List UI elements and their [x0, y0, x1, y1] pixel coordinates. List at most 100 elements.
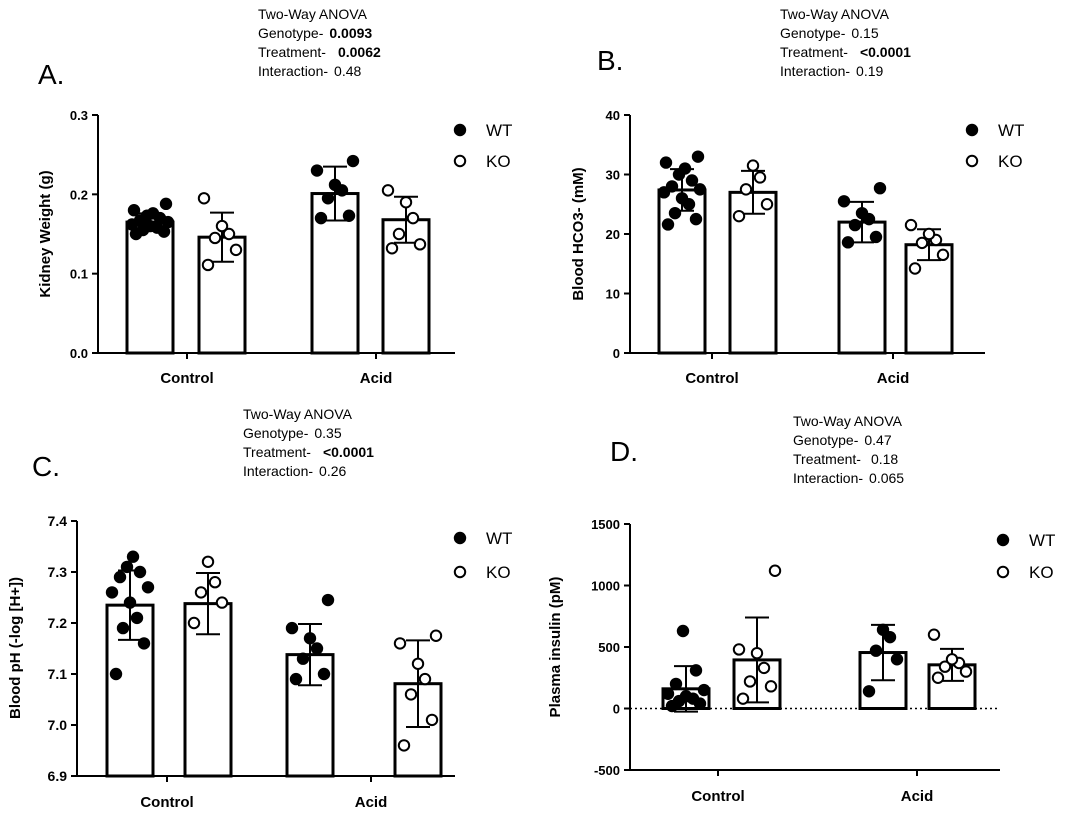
data-point-wt [289, 672, 303, 686]
data-point-wt [685, 174, 699, 187]
data-point-wt [693, 183, 707, 196]
data-point-wt [841, 236, 855, 249]
data-point-wt [146, 207, 160, 220]
anova-title: Two-Way ANOVA [258, 6, 367, 22]
data-point-ko [393, 637, 407, 650]
anova-row-treatment: Treatment- 0.18 [793, 451, 899, 467]
y-tick-label: 1500 [591, 517, 620, 532]
data-point-wt [691, 150, 705, 163]
y-axis-label: Blood HCO3- (mM) [570, 167, 587, 300]
data-point-wt [328, 178, 342, 192]
data-point-wt [303, 632, 317, 645]
data-point-wt [669, 677, 683, 691]
data-point-ko [736, 692, 750, 705]
data-point-wt [105, 586, 119, 599]
data-point-wt [665, 180, 679, 193]
anova-row-genotype: Genotype- 0.47 [793, 432, 892, 448]
data-point-wt [855, 206, 869, 220]
anova-title: Two-Way ANOVA [793, 413, 902, 429]
y-tick-label: 7.1 [48, 666, 68, 682]
data-point-ko [418, 672, 432, 686]
data-point-wt [130, 611, 144, 625]
data-point-ko [732, 643, 746, 656]
anova-box-a: Two-Way ANOVA Genotype- 0.0093 Treatment-… [258, 5, 381, 81]
legend-marker-wt [965, 123, 979, 137]
anova-row-interaction: Interaction- 0.19 [780, 63, 884, 79]
panel-label-c: C. [32, 451, 60, 482]
x-tick-label: Control [160, 370, 213, 387]
y-tick-label: 7.3 [48, 564, 68, 580]
data-point-wt [883, 630, 897, 644]
data-point-wt [661, 218, 675, 231]
y-tick-label: 0.2 [70, 187, 88, 202]
data-point-wt [668, 206, 682, 220]
data-point-wt [133, 565, 147, 579]
anova-row-treatment: Treatment- <0.0001 [780, 44, 911, 60]
data-point-wt [657, 186, 671, 199]
bar-wt-control [125, 220, 175, 355]
data-point-wt [123, 596, 137, 609]
legend-marker-wt [453, 531, 467, 545]
y-axis-label: Blood pH (-log [H+]) [7, 577, 24, 719]
data-point-wt [678, 162, 692, 175]
data-point-ko [750, 646, 764, 660]
legend-label-wt: WT [486, 529, 512, 548]
legend-label-wt: WT [1029, 531, 1055, 550]
data-point-wt [310, 642, 324, 655]
x-tick-label: Acid [877, 370, 910, 387]
anova-title: Two-Way ANOVA [243, 406, 352, 422]
legend-marker-ko [453, 154, 467, 168]
data-point-wt [689, 664, 703, 677]
data-point-wt [137, 637, 151, 650]
data-point-wt [676, 624, 690, 638]
data-point-wt [126, 550, 140, 563]
x-tick-label: Acid [360, 370, 393, 387]
data-point-ko [381, 184, 395, 197]
data-point-wt [143, 219, 157, 233]
x-tick-label: Control [140, 794, 193, 811]
anova-row-genotype: Genotype- 0.0093 [258, 25, 373, 41]
data-point-ko [399, 196, 413, 209]
data-point-ko [201, 258, 215, 272]
data-point-ko [215, 596, 229, 609]
data-point-ko [392, 227, 406, 241]
data-point-ko [385, 242, 399, 255]
panel-label-d: D. [610, 436, 638, 467]
data-point-ko [222, 227, 236, 241]
data-point-wt [890, 653, 904, 666]
anova-box-b: Two-Way ANOVA Genotype- 0.15 Treatment- <0… [780, 5, 911, 81]
data-point-wt [141, 581, 155, 594]
data-point-ko [411, 657, 425, 670]
y-tick-label: -500 [594, 763, 620, 778]
data-point-ko [215, 219, 229, 233]
data-point-wt [317, 667, 331, 681]
data-point-ko [760, 198, 774, 211]
data-point-ko [915, 236, 929, 250]
data-point-wt [675, 192, 689, 205]
data-point-ko [931, 671, 945, 684]
data-point-ko [404, 688, 418, 701]
anova-row-genotype: Genotype- 0.35 [243, 425, 342, 441]
panel-label-a: A. [38, 59, 65, 90]
x-tick-label: Acid [901, 788, 934, 805]
legend-label-ko: KO [486, 563, 511, 582]
data-point-wt [837, 195, 851, 208]
data-point-wt [285, 621, 299, 635]
anova-row-interaction: Interaction- 0.48 [258, 63, 362, 79]
data-point-ko [945, 653, 959, 666]
data-point-ko [922, 227, 936, 241]
anova-box-c: Two-Way ANOVA Genotype- 0.35 Treatment- <0… [243, 405, 374, 481]
data-point-ko [936, 248, 950, 262]
data-point-ko [743, 675, 757, 688]
data-point-wt [661, 687, 675, 700]
anova-row-treatment: Treatment- <0.0001 [243, 444, 374, 460]
data-point-ko [425, 713, 439, 727]
data-point-ko [927, 628, 941, 641]
data-point-ko [429, 629, 443, 642]
data-point-wt [876, 623, 890, 636]
data-point-ko [229, 243, 243, 257]
y-axis-label: Kidney Weight (g) [37, 170, 54, 297]
data-point-wt [296, 652, 310, 665]
data-point-ko [208, 576, 222, 589]
anova-row-genotype: Genotype- 0.15 [780, 25, 879, 41]
